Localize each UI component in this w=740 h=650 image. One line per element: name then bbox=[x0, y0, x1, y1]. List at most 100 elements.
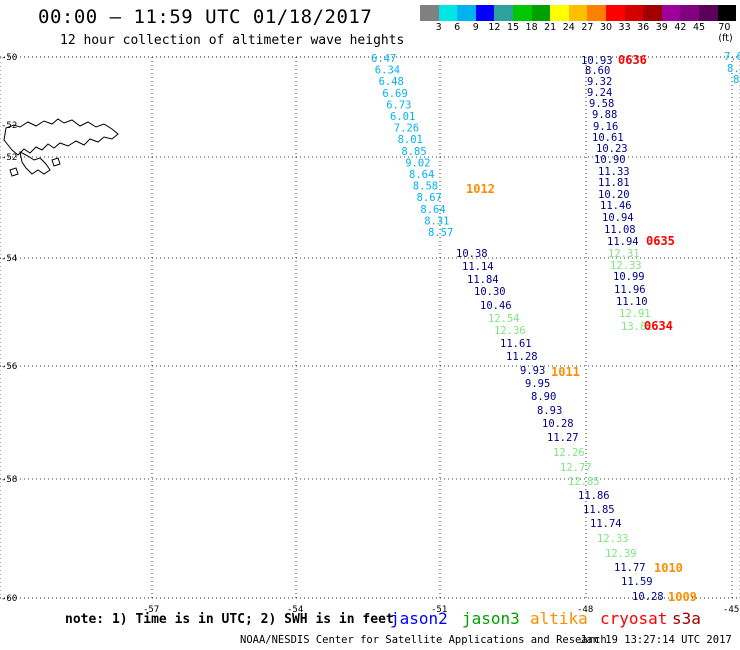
colorbar-label: 24 bbox=[562, 22, 575, 33]
colorbar-swatch bbox=[643, 5, 662, 21]
colorbar-label: 9 bbox=[472, 22, 479, 33]
lon-tick-label: -57 bbox=[143, 605, 159, 615]
lat-tick-label: -58 bbox=[1, 475, 17, 485]
swh-label: 6.69 bbox=[382, 88, 407, 100]
lon-tick-label: -45 bbox=[723, 605, 739, 615]
pass-time-label: 0634 bbox=[644, 319, 673, 333]
lon-tick-label: -51 bbox=[431, 605, 447, 615]
colorbar-label: 36 bbox=[637, 22, 650, 33]
swh-label: 9.58 bbox=[589, 98, 614, 110]
map-title: 00:00 – 11:59 UTC 01/18/2017 bbox=[38, 6, 373, 28]
coastline-west-island bbox=[19, 151, 51, 175]
swh-label: 11.85 bbox=[583, 504, 615, 516]
swh-label: 9.16 bbox=[593, 121, 618, 133]
colorbar-swatch bbox=[531, 5, 551, 21]
swh-label: 11.28 bbox=[506, 351, 538, 363]
pass-time-labels: 0636 0635 0634 1012 1011 1010 1009 bbox=[466, 53, 697, 604]
swh-label: 12.85 bbox=[568, 476, 600, 488]
swh-label: 11.10 bbox=[616, 296, 648, 308]
colorbar-swatch bbox=[661, 5, 681, 21]
swh-label: 10.20 bbox=[598, 189, 630, 201]
swh-label: 10.23 bbox=[596, 143, 628, 155]
swh-label: 11.74 bbox=[590, 518, 622, 530]
swh-label: 12.91 bbox=[619, 308, 651, 320]
axis-ticks: -50 -52 -54 -56 -58 -60 -57 -54 -51 -48 -45 bbox=[1, 53, 739, 615]
swh-label: 12.31 bbox=[608, 248, 640, 260]
satellite-legend-altika: altika bbox=[530, 609, 588, 628]
swh-label: 12.26 bbox=[553, 447, 585, 459]
colorbar-swatch bbox=[680, 5, 699, 21]
swh-label: 11.08 bbox=[604, 224, 636, 236]
colorbar-label: 18 bbox=[525, 22, 538, 33]
colorbar-swatch bbox=[494, 5, 513, 21]
swh-label: 10.93 bbox=[581, 55, 613, 67]
swh-label: 8.90 bbox=[531, 391, 556, 403]
pass-time-label: 0635 bbox=[646, 234, 675, 248]
swh-label: 9.93 bbox=[520, 365, 545, 377]
swh-label: 9.88 bbox=[592, 109, 617, 121]
colorbar-swatch bbox=[624, 5, 644, 21]
colorbar-swatch bbox=[698, 5, 718, 21]
satellite-legend-s3a: s3a bbox=[672, 609, 701, 628]
swh-label: 8.58 bbox=[413, 181, 438, 193]
colorbar-label: 6 bbox=[454, 22, 461, 33]
colorbar-label: 15 bbox=[506, 22, 520, 33]
swh-label: 11.33 bbox=[598, 166, 630, 178]
colorbar-label: 27 bbox=[581, 22, 594, 33]
wave-height-colorbar bbox=[420, 5, 737, 21]
swh-label: 9.02 bbox=[405, 157, 430, 169]
colorbar-label: 42 bbox=[674, 22, 687, 33]
swh-label: 12.54 bbox=[488, 313, 520, 325]
colorbar-label: 3 bbox=[435, 22, 442, 33]
footer-note: note: 1) Time is in UTC; 2) SWH is in fe… bbox=[65, 612, 394, 627]
colorbar-swatch bbox=[587, 5, 606, 21]
swh-label: 9.95 bbox=[525, 378, 550, 390]
colorbar-swatch bbox=[550, 5, 569, 21]
colorbar-label: 12 bbox=[488, 22, 501, 33]
swh-label: 12.39 bbox=[605, 548, 637, 560]
swh-label: 7.6 bbox=[724, 51, 740, 63]
pass-time-label: 1011 bbox=[551, 365, 580, 379]
swh-label: 6.47 bbox=[371, 53, 396, 65]
swh-label: 11.59 bbox=[621, 576, 653, 588]
swh-label: 8.67 bbox=[417, 192, 442, 204]
swh-label: 8.64 bbox=[420, 204, 445, 216]
swh-label: 6.01 bbox=[390, 111, 415, 123]
colorbar-swatch bbox=[438, 5, 458, 21]
map-subtitle: 12 hour collection of altimeter wave hei… bbox=[60, 33, 405, 48]
swh-label: 11.86 bbox=[578, 490, 610, 502]
lat-tick-label: -56 bbox=[1, 362, 17, 372]
colorbar-swatch bbox=[605, 5, 625, 21]
colorbar-label: 70 (ft) bbox=[718, 22, 733, 44]
swh-label: 8.01 bbox=[398, 134, 423, 146]
graticule bbox=[0, 56, 740, 599]
swh-label: 6.34 bbox=[375, 65, 400, 77]
colorbar-label: 45 bbox=[692, 22, 706, 33]
swh-label: 11.46 bbox=[600, 200, 632, 212]
coastline-main bbox=[3, 118, 119, 156]
colorbar-labels: 3 6 9 12 15 18 21 24 27 30 33 36 39 42 45 70 (ft) bbox=[420, 22, 740, 44]
swh-label: 8 bbox=[733, 74, 739, 86]
swh-label: 12.36 bbox=[494, 325, 526, 337]
coastline-islet bbox=[51, 157, 61, 167]
swh-label: 10.99 bbox=[613, 271, 645, 283]
wave-height-labels: 6.476.346.486.696.736.017.268.018.859.02… bbox=[371, 51, 740, 603]
swh-label: 12.33 bbox=[597, 533, 629, 545]
pass-time-label: 1010 bbox=[654, 561, 683, 575]
colorbar-label: 30 bbox=[599, 22, 613, 33]
swh-label: 12.33 bbox=[610, 260, 642, 272]
swh-label: 10.90 bbox=[594, 154, 626, 166]
swh-label: 9.32 bbox=[587, 76, 612, 88]
swh-label: 11.81 bbox=[598, 177, 630, 189]
credit-line: NOAA/NESDIS Center for Satellite Applica… bbox=[240, 634, 607, 646]
land-lat-label: -52 bbox=[1, 121, 17, 131]
lon-tick-label: -54 bbox=[287, 605, 303, 615]
swh-label: 10.61 bbox=[592, 132, 624, 144]
swh-label: 10.46 bbox=[480, 300, 512, 312]
satellite-legend-cryosat: cryosat bbox=[600, 609, 668, 628]
swh-label: 8.31 bbox=[424, 215, 449, 227]
lon-tick-label: -48 bbox=[577, 605, 593, 615]
pass-time-label: 1012 bbox=[466, 182, 495, 196]
lat-tick-label: -60 bbox=[1, 594, 17, 604]
